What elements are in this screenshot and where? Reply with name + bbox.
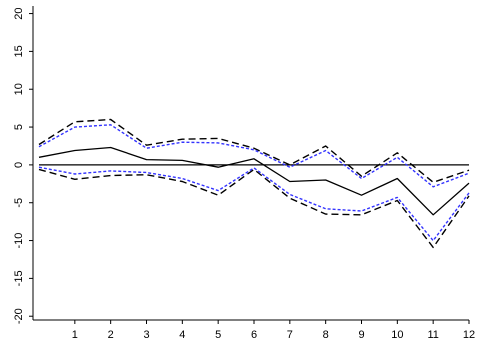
chart-series-layer <box>38 118 470 249</box>
y-tick-label: 5 <box>13 124 25 130</box>
y-tick-label: 10 <box>13 83 25 95</box>
x-tick-label: 9 <box>358 329 364 341</box>
series-line-lower-inner <box>38 166 470 242</box>
y-tick-label: -5 <box>13 198 25 208</box>
series-line-estimate <box>38 146 470 216</box>
y-tick-label: 20 <box>13 7 25 19</box>
x-tick-label: 11 <box>427 329 438 341</box>
y-tick-label: -20 <box>13 308 25 324</box>
x-tick-label: 12 <box>463 329 475 341</box>
y-tick-label: 0 <box>13 162 25 168</box>
y-tick-label: -10 <box>13 233 25 249</box>
x-tick-label: 8 <box>323 329 329 341</box>
series-line-lower-outer <box>38 168 470 249</box>
x-tick-label: 1 <box>72 329 78 341</box>
y-tick-label: -15 <box>13 270 25 286</box>
y-tick-label: 15 <box>13 45 25 57</box>
series-line-upper-outer <box>38 118 470 184</box>
x-tick-label: 7 <box>287 329 293 341</box>
x-tick-label: 3 <box>143 329 149 341</box>
x-tick-label: 2 <box>108 329 114 341</box>
series-line-upper-inner <box>38 124 470 188</box>
x-tick-label: 10 <box>391 329 403 341</box>
x-tick-label: 4 <box>179 329 185 341</box>
x-tick-label: 5 <box>215 329 221 341</box>
x-tick-label: 6 <box>251 329 257 341</box>
